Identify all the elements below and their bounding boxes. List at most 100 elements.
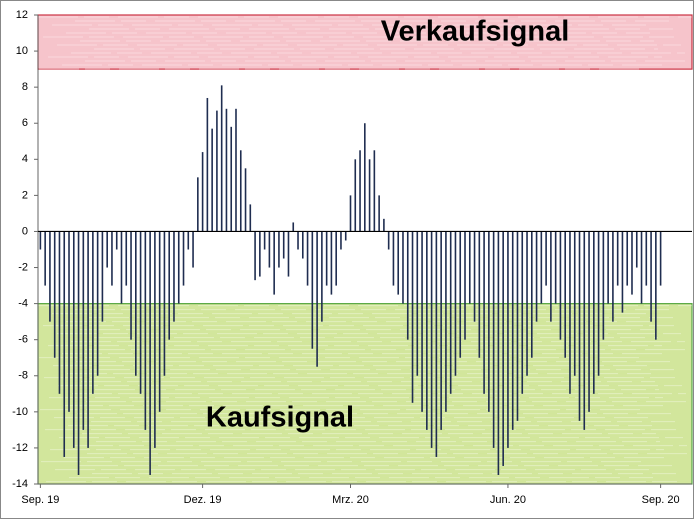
bar [101, 231, 104, 322]
bar [440, 231, 442, 430]
y-tick-label: 8 [22, 81, 28, 93]
bar [182, 231, 185, 286]
bar [115, 231, 118, 250]
bar [602, 231, 605, 340]
x-tick-label: Sep. 19 [21, 494, 59, 506]
signal-zone [37, 14, 693, 70]
y-tick-label: 6 [22, 117, 28, 129]
bar [368, 159, 371, 232]
x-tick-label: Jun. 20 [490, 494, 526, 506]
bar [306, 231, 309, 286]
bar [87, 231, 89, 448]
y-tick-label: -10 [12, 406, 28, 418]
bar [578, 231, 581, 421]
bar [311, 231, 314, 349]
bar [168, 231, 171, 340]
bar [301, 231, 304, 259]
bar [49, 231, 51, 322]
bar [373, 150, 376, 232]
bar [545, 231, 547, 286]
bar [459, 231, 462, 358]
bar [220, 85, 223, 232]
bar [564, 231, 566, 358]
bar [492, 231, 495, 448]
bar [478, 231, 481, 358]
bar [573, 231, 576, 376]
bar [488, 231, 490, 412]
y-tick-label: -14 [12, 478, 28, 490]
bar [77, 231, 80, 475]
bar [378, 195, 380, 232]
bar [416, 231, 419, 376]
bar [640, 231, 643, 304]
bar [411, 231, 414, 403]
bar [426, 231, 428, 430]
bar [359, 150, 361, 232]
bar [139, 231, 142, 394]
bar [421, 231, 423, 412]
zone-label: Kaufsignal [206, 402, 354, 434]
bar [631, 231, 633, 295]
bar [597, 231, 600, 376]
bar [616, 231, 619, 286]
y-tick-label: -8 [18, 370, 28, 382]
bar [316, 231, 318, 367]
bar [58, 231, 61, 394]
zone-label: Verkaufsignal [381, 16, 570, 48]
y-tick-label: -4 [18, 298, 28, 310]
x-tick-label: Mrz. 20 [332, 494, 369, 506]
bar [177, 231, 180, 304]
bar [268, 231, 271, 268]
bar [53, 231, 56, 358]
bar [655, 231, 657, 340]
bar [125, 231, 128, 286]
y-tick-label: 10 [16, 45, 28, 57]
bar [502, 231, 504, 466]
bar [158, 231, 161, 412]
bar [430, 231, 433, 448]
bar [206, 97, 209, 232]
bar [364, 123, 366, 232]
y-tick-label: -2 [18, 261, 28, 273]
bar [397, 231, 400, 295]
bar [583, 231, 586, 430]
bar [201, 152, 204, 232]
bar [626, 231, 629, 286]
bar [244, 168, 247, 232]
bar [173, 231, 175, 322]
bar [340, 231, 342, 250]
bar [559, 231, 562, 340]
bar [607, 231, 609, 304]
bar [511, 231, 514, 430]
bar [82, 231, 85, 430]
bar [63, 231, 66, 457]
bar [635, 231, 638, 268]
bar [387, 231, 390, 250]
bar [44, 231, 46, 286]
bar [554, 231, 557, 304]
bar [468, 231, 471, 304]
bar [72, 231, 75, 448]
bar [273, 231, 275, 295]
bar [526, 231, 528, 376]
bar [230, 126, 233, 232]
bar [292, 222, 295, 232]
bar [135, 231, 137, 376]
bar [612, 231, 614, 322]
bar [325, 231, 328, 286]
y-tick-label: 12 [16, 9, 28, 21]
bar [225, 108, 228, 232]
y-tick-label: 0 [22, 225, 28, 237]
y-tick-label: 2 [22, 189, 28, 201]
bar [445, 231, 447, 412]
bar [344, 231, 347, 241]
bar [239, 150, 242, 232]
bar [216, 110, 218, 232]
bar [402, 231, 404, 304]
bar [211, 128, 213, 232]
bar [406, 231, 409, 340]
bar [278, 231, 280, 268]
bar [287, 231, 290, 277]
bar [621, 231, 624, 313]
